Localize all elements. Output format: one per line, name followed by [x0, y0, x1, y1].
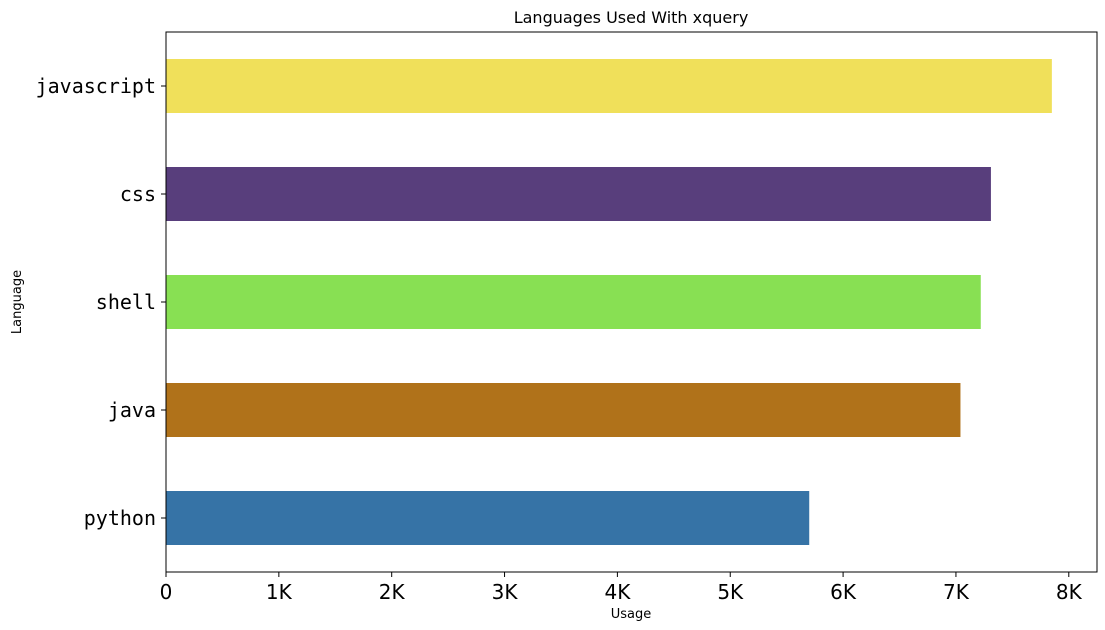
bar-javascript [166, 59, 1052, 113]
bar-css [166, 167, 991, 221]
bar-java [166, 383, 961, 437]
x-tick-label: 6K [830, 580, 857, 604]
x-tick-label: 2K [379, 580, 406, 604]
x-tick-label: 4K [604, 580, 631, 604]
y-tick-label: shell [96, 290, 156, 314]
bars-group [166, 59, 1052, 545]
y-tick-label: javascript [36, 74, 156, 98]
y-tick-label: css [120, 182, 156, 206]
chart-title: Languages Used With xquery [514, 8, 749, 27]
x-tick-label: 8K [1056, 580, 1083, 604]
y-tick-label: python [84, 506, 156, 530]
bar-python [166, 491, 810, 545]
plot-area-frame [165, 31, 1098, 573]
x-tick-label: 5K [717, 580, 744, 604]
x-tick-label: 7K [943, 580, 970, 604]
y-tick-label: java [108, 398, 156, 422]
y-axis-label: Language [10, 270, 25, 334]
x-tick-label: 0 [160, 580, 173, 604]
bar-shell [166, 275, 981, 329]
x-axis-ticks: 0 1K 2K 3K 4K 5K 6K 7K 8K [160, 572, 1083, 604]
x-tick-label: 1K [266, 580, 293, 604]
x-tick-label: 3K [492, 580, 519, 604]
x-axis-label: Usage [611, 607, 652, 622]
y-axis-ticks: javascript css shell java python [36, 74, 166, 530]
